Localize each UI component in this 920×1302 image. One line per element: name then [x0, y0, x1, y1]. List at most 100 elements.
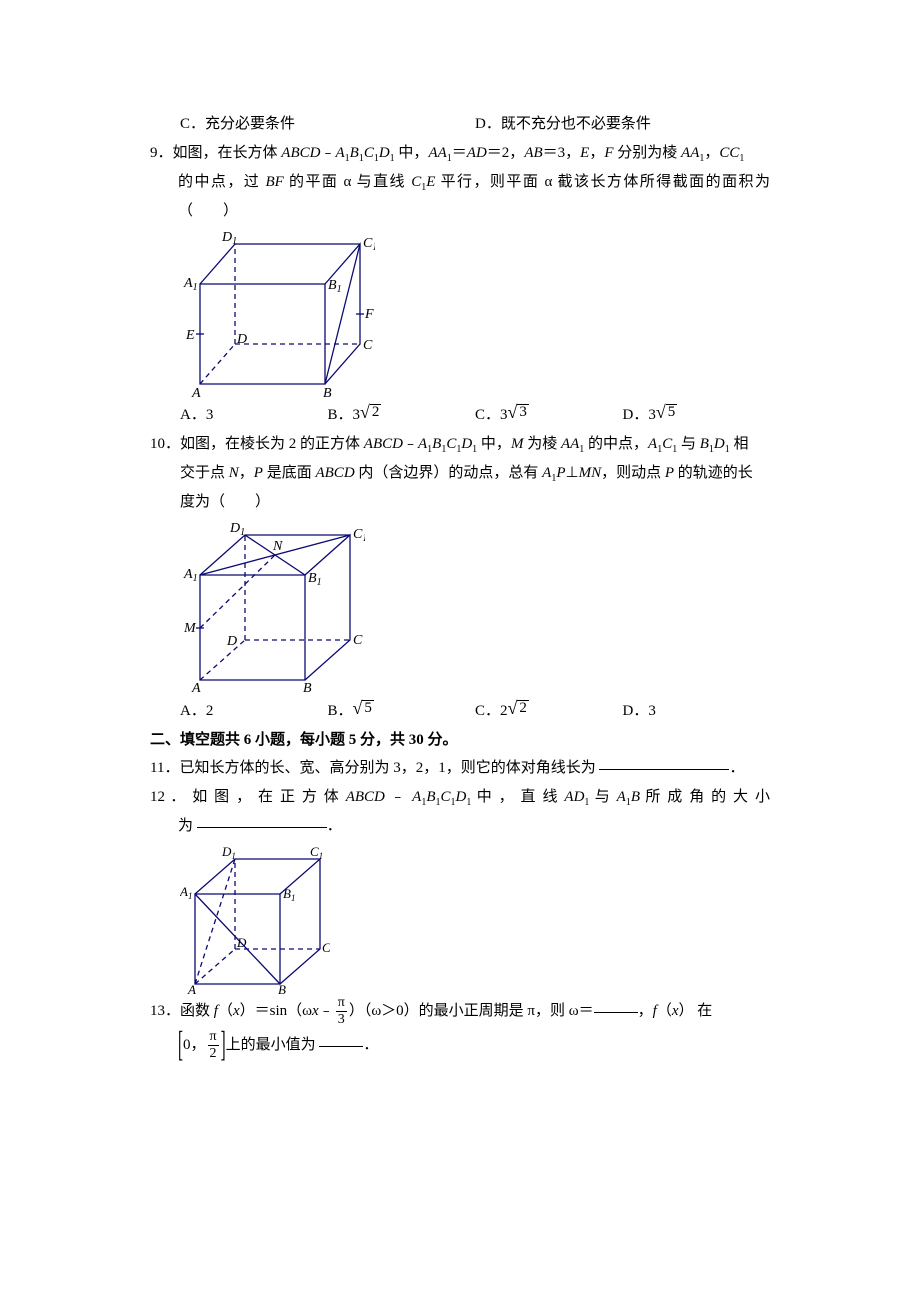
var-A: A — [412, 789, 421, 805]
var-A: A — [617, 789, 626, 805]
svg-text:B1: B1 — [283, 886, 295, 903]
q9-cuboid-svg: A B C D A1 B1 C1 D1 E F — [180, 229, 375, 399]
q10-option-d: D．3 — [623, 697, 771, 726]
var-A: A — [418, 436, 427, 452]
q10-stem-line3: 度为（ ） — [150, 488, 770, 517]
opt-label: D． — [623, 407, 649, 423]
var-ABCD: ABCD — [364, 436, 403, 452]
var-A: A — [648, 436, 657, 452]
var-A: A — [335, 145, 344, 161]
q10-figure: A B C D A1 B1 C1 D1 M N — [180, 520, 770, 695]
svg-text:F: F — [364, 307, 374, 322]
var-E: E — [426, 174, 435, 190]
svg-text:A: A — [191, 386, 201, 399]
svg-text:C1: C1 — [310, 844, 323, 861]
text: 为 — [178, 818, 197, 834]
var-AD: AD — [564, 789, 584, 805]
svg-text:A: A — [187, 982, 196, 994]
opt-label: A． — [180, 407, 206, 423]
text: 相 — [730, 436, 749, 452]
q9-option-a: A．3 — [180, 401, 328, 430]
opt-label: B． — [328, 407, 353, 423]
var-D: D — [461, 436, 472, 452]
q10-stem: 10．如图，在棱长为 2 的正方体 ABCD﹣A1B1C1D1 中，M 为棱 A… — [150, 430, 770, 459]
text: 如图，在棱长为 2 的正方体 — [180, 436, 364, 452]
opt-label: C． — [475, 407, 500, 423]
var-B: B — [350, 145, 359, 161]
text: 的中点，过 — [178, 174, 265, 190]
svg-text:N: N — [272, 539, 283, 554]
denominator: 2 — [208, 1045, 219, 1061]
radicand: 5 — [666, 404, 678, 420]
comma: ， — [565, 145, 580, 161]
q9-stem-line2: 的中点，过 BF 的平面 α 与直线 C1E 平行，则平面 α 截该长方体所得截… — [150, 168, 770, 226]
text: ＝sin（ω — [255, 1003, 312, 1019]
text: 已知长方体的长、宽、高分别为 3，2，1，则它的体对角线长为 — [179, 760, 599, 776]
q10-option-c: C．2√2 — [475, 697, 623, 726]
q12-cube-svg: A B C D A1 B1 C1 D1 — [180, 844, 330, 994]
text: 内（含边界）的动点，总有 — [355, 465, 543, 481]
text: 度为（ ） — [180, 494, 270, 510]
svg-text:D1: D1 — [221, 230, 237, 247]
minus: ﹣ — [319, 1003, 334, 1019]
svg-text:D: D — [236, 935, 247, 950]
svg-text:A1: A1 — [183, 567, 198, 584]
answer-paren: （ ） — [178, 203, 238, 219]
answer-blank — [594, 998, 638, 1013]
q12-figure: A B C D A1 B1 C1 D1 — [180, 844, 770, 994]
opt-label: C． — [475, 703, 500, 719]
heading-text: 二、填空题共 6 小题，每小题 5 分，共 30 分。 — [150, 732, 458, 748]
dash: ﹣ — [403, 436, 418, 452]
frac-pi-2: π2 — [208, 1030, 219, 1061]
text: 如图，在长方体 — [173, 145, 282, 161]
radicand: 3 — [517, 404, 529, 420]
rbracket: ] — [221, 1003, 226, 1093]
eq: ＝ — [487, 145, 502, 161]
q10-options: A．2 B．√5 C．2√2 D．3 — [150, 697, 770, 726]
coef: 3 — [500, 407, 508, 423]
svg-text:D1: D1 — [229, 521, 245, 538]
answer-blank — [197, 813, 327, 828]
comma: ， — [239, 465, 254, 481]
text: 的中点， — [584, 436, 648, 452]
period: ． — [363, 1037, 378, 1053]
sqrt: √3 — [508, 404, 529, 422]
text: 中， — [395, 145, 429, 161]
svg-text:C1: C1 — [363, 236, 375, 253]
var-D: D — [379, 145, 390, 161]
opt-label: A． — [180, 703, 206, 719]
svg-text:A1: A1 — [180, 884, 192, 901]
svg-text:C: C — [353, 633, 363, 648]
var-C: C — [446, 436, 456, 452]
q13-num: 13． — [150, 1003, 180, 1019]
svg-text:C1: C1 — [353, 527, 365, 544]
var-F: F — [604, 145, 613, 161]
var-C: C — [411, 174, 421, 190]
comma: ， — [589, 145, 604, 161]
text: 为棱 — [523, 436, 561, 452]
text: 在 — [694, 1003, 713, 1019]
var-C: C — [441, 789, 451, 805]
text: 分别为棱 — [614, 145, 682, 161]
q8-options-row: C．充分必要条件 D．既不充分也不必要条件 — [150, 110, 770, 139]
q11-num: 11． — [150, 760, 179, 776]
svg-text:C: C — [322, 940, 330, 955]
var-ABCD: ABCD — [281, 145, 320, 161]
radicand: 2 — [517, 700, 529, 716]
svg-text:A: A — [191, 681, 201, 695]
svg-text:B: B — [303, 681, 312, 695]
svg-text:D1: D1 — [221, 844, 236, 861]
var-D: D — [456, 789, 467, 805]
radicand: 2 — [370, 404, 382, 420]
text: ）（ω＞0）的最小正周期是 π，则 ω＝ — [349, 1003, 594, 1019]
q9-options: A．3 B．3√2 C．3√3 D．3√5 — [150, 401, 770, 430]
q9-option-b: B．3√2 — [328, 401, 476, 430]
numerator: π — [336, 996, 347, 1011]
var-ABCD: ABCD — [315, 465, 354, 481]
period: ． — [729, 760, 744, 776]
sub: 1 — [739, 153, 744, 164]
text: 交于点 — [180, 465, 229, 481]
answer-blank — [319, 1032, 363, 1047]
coef: 3 — [648, 407, 656, 423]
text: 上的最小值为 — [226, 1037, 320, 1053]
